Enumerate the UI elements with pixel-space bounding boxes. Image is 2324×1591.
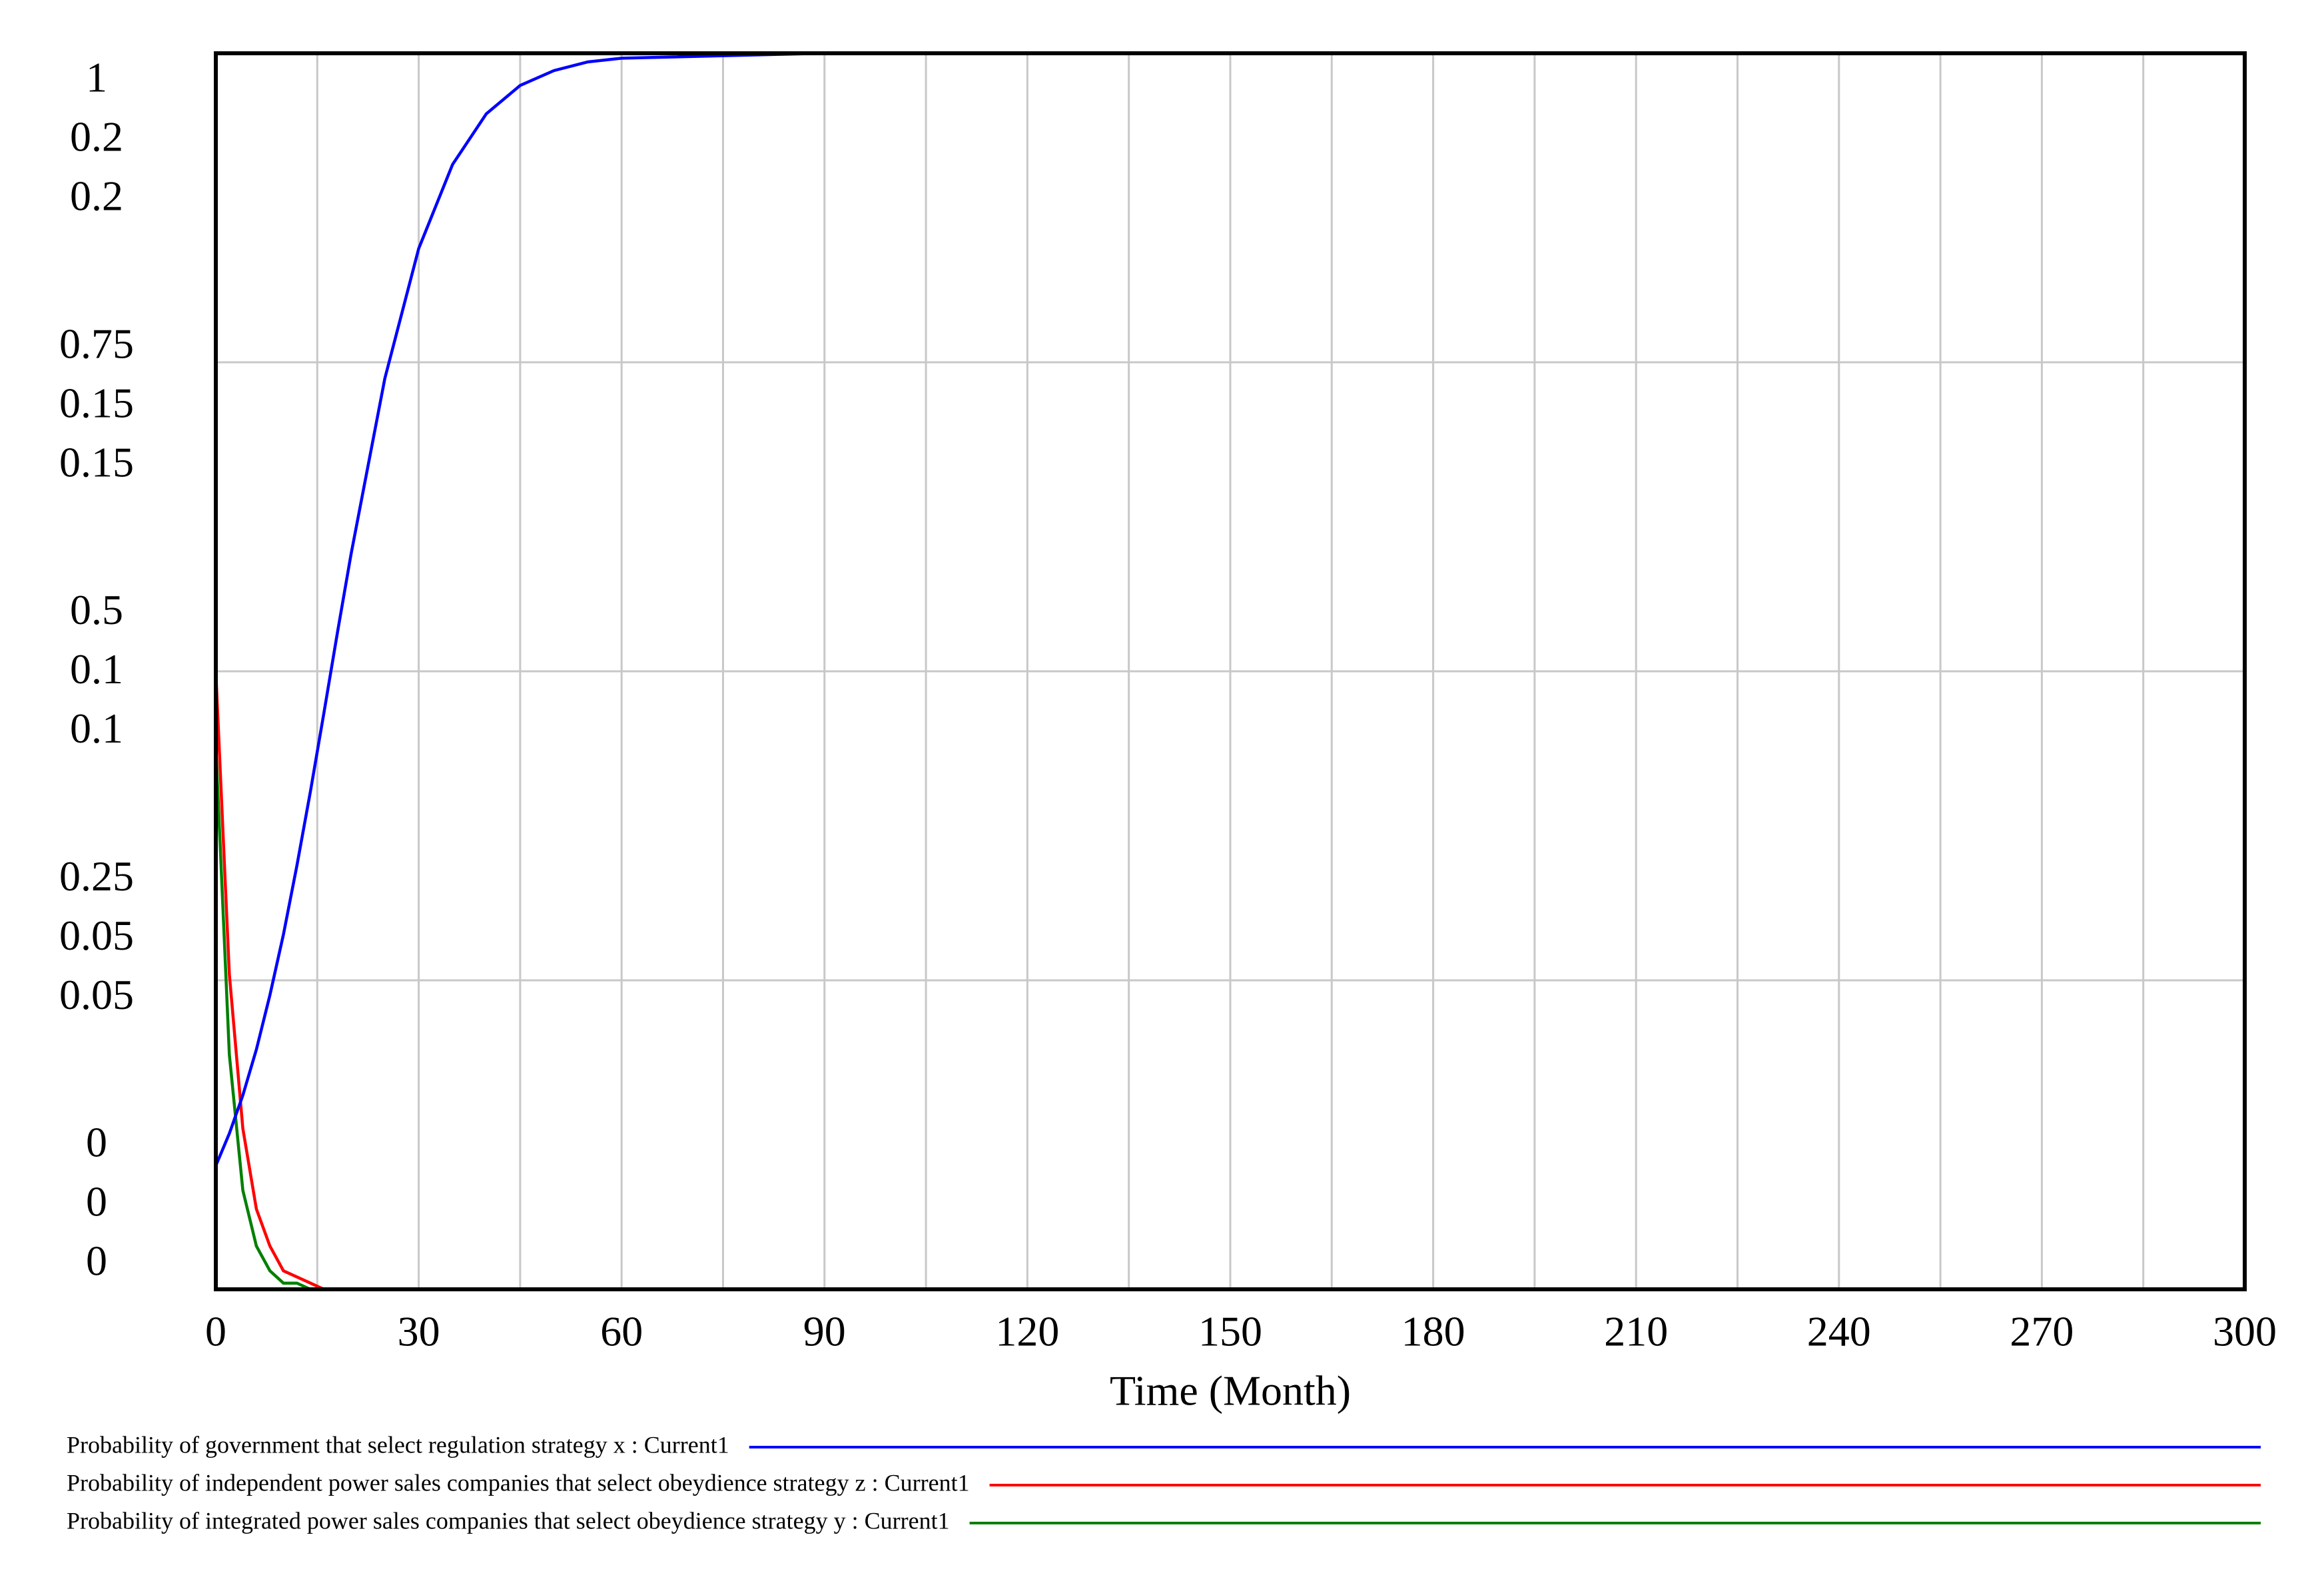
y-tick-label: 0.1 — [70, 645, 123, 693]
x-axis-title: Time (Month) — [1110, 1367, 1351, 1415]
y-tick-label: 0.05 — [59, 971, 134, 1018]
legend-label: Probability of integrated power sales co… — [67, 1507, 950, 1534]
x-tick-label: 300 — [2213, 1308, 2277, 1355]
x-tick-label: 0 — [205, 1308, 226, 1355]
x-tick-label: 30 — [398, 1308, 440, 1355]
y-tick-label: 0.2 — [70, 113, 123, 160]
x-tick-label: 210 — [1604, 1308, 1668, 1355]
y-tick-label: 0.75 — [59, 320, 134, 367]
y-tick-label: 0.1 — [70, 705, 123, 752]
y-tick-label: 0 — [86, 1237, 107, 1285]
x-tick-label: 90 — [803, 1308, 846, 1355]
y-tick-label: 1 — [86, 54, 107, 101]
y-tick-label: 0.15 — [59, 379, 134, 426]
x-tick-label: 240 — [1807, 1308, 1871, 1355]
y-tick-label: 0 — [86, 1119, 107, 1166]
legend-label: Probability of government that select re… — [67, 1431, 729, 1458]
y-tick-label: 0.25 — [59, 852, 134, 900]
y-tick-label: 0.05 — [59, 912, 134, 959]
y-tick-label: 0.2 — [70, 172, 123, 220]
y-tick-label: 0 — [86, 1178, 107, 1225]
y-tick-label: 0.15 — [59, 438, 134, 485]
x-tick-label: 180 — [1401, 1308, 1465, 1355]
legend-label: Probability of independent power sales c… — [67, 1469, 970, 1496]
x-tick-label: 150 — [1198, 1308, 1262, 1355]
x-tick-label: 60 — [600, 1308, 643, 1355]
x-tick-label: 270 — [2010, 1308, 2074, 1355]
plot-frame — [214, 51, 2247, 1291]
y-tick-label: 0.5 — [70, 586, 123, 633]
x-tick-label: 120 — [995, 1308, 1059, 1355]
